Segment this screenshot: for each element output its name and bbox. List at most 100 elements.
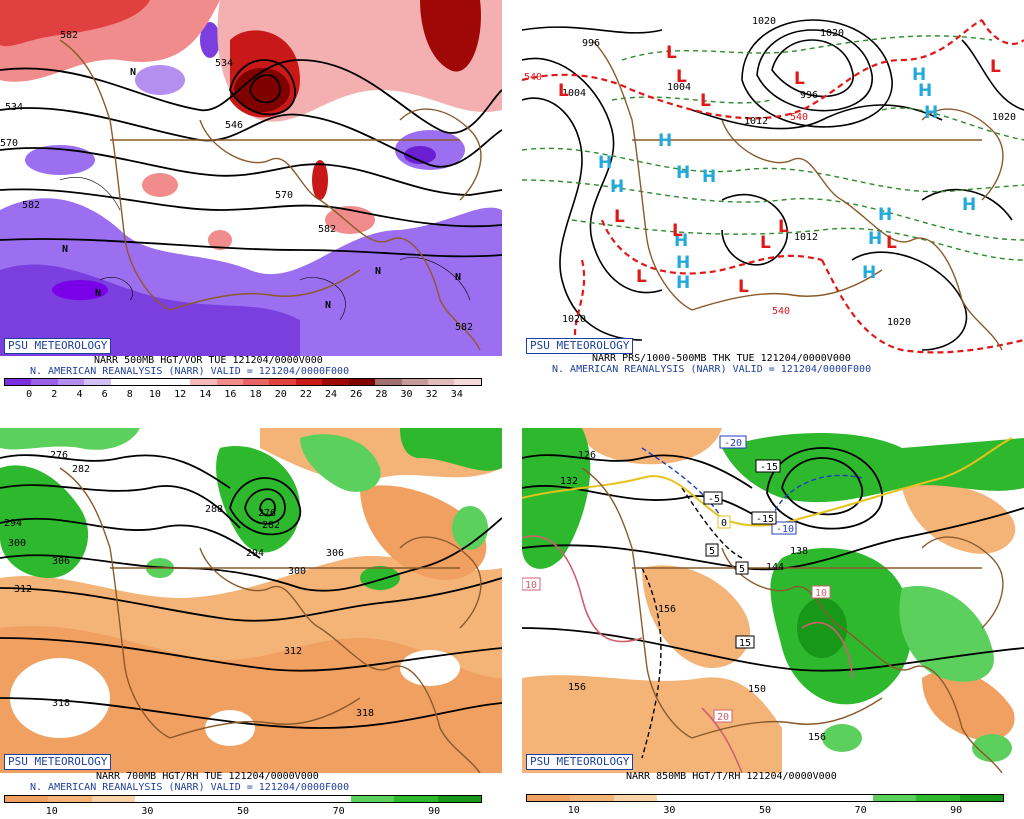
high-pressure-symbol: H <box>702 167 716 187</box>
panel-caption-valid: N. AMERICAN REANALYSIS (NARR) VALID = 12… <box>30 782 350 793</box>
high-pressure-symbol: H <box>912 65 926 85</box>
vort-min-symbol: N <box>62 244 68 255</box>
colorbar-tick-label: 90 <box>428 806 441 817</box>
contour-label: 534 <box>215 58 233 69</box>
colorbar-tick-label: 22 <box>299 389 312 400</box>
svg-text:15: 15 <box>739 638 751 649</box>
colorbar-swatch <box>221 796 265 802</box>
high-pressure-symbol: H <box>610 177 624 197</box>
colorbar-swatch <box>190 379 217 385</box>
vort-min-symbol: N <box>95 288 101 299</box>
high-pressure-symbol: H <box>862 263 876 283</box>
low-pressure-symbol: L <box>700 91 711 111</box>
panel-caption: NARR PRS/1000-500MB THK TUE 121204/0000V… <box>592 353 851 364</box>
colorbar-swatch <box>264 796 308 802</box>
contour-label: 156 <box>658 604 676 615</box>
svg-text:-15: -15 <box>760 462 778 473</box>
panel-850mb-temp-rh: 126 132 138 144 150 156 156 156 -20 -15 … <box>522 428 1024 819</box>
colorbar-tick-label: 16 <box>224 389 237 400</box>
svg-text:20: 20 <box>717 712 729 723</box>
colorbar-swatch <box>178 796 222 802</box>
svg-text:-15: -15 <box>756 514 774 525</box>
isobar-label: 1004 <box>667 82 691 93</box>
low-pressure-symbol: L <box>738 277 749 297</box>
temp-label: 10 <box>811 585 831 599</box>
colorbar-swatch <box>916 795 960 801</box>
contour-label: 582 <box>455 322 473 333</box>
colorbar-swatch <box>375 379 402 385</box>
svg-text:10: 10 <box>815 588 827 599</box>
svg-text:-10: -10 <box>776 524 794 535</box>
contour-label: 150 <box>748 684 766 695</box>
colorbar-tick-label: 34 <box>450 389 463 400</box>
low-pressure-symbol: L <box>990 57 1001 77</box>
svg-text:-5: -5 <box>708 494 720 505</box>
colorbar-tick-label: 50 <box>236 806 250 817</box>
colorbar-swatch <box>137 379 164 385</box>
low-pressure-symbol: L <box>886 233 897 253</box>
isobar-label: 1012 <box>794 232 818 243</box>
colorbar-rh <box>526 794 1004 802</box>
svg-text:10: 10 <box>525 580 537 591</box>
contour-label: 276 <box>258 508 276 519</box>
brand-label: PSU METEOROLOGY <box>4 338 112 354</box>
contour-label: 318 <box>52 698 70 709</box>
temp-label: 20 <box>713 709 733 723</box>
contour-label: 156 <box>568 682 586 693</box>
colorbar-swatch <box>700 795 744 801</box>
thickness-label: 540 <box>790 112 808 123</box>
colorbar-tick-label: 18 <box>249 389 262 400</box>
svg-text:-20: -20 <box>724 438 742 449</box>
thickness-label: 540 <box>524 72 542 83</box>
contour-label: 306 <box>326 548 344 559</box>
colorbar-tick-label: 0 <box>26 389 33 400</box>
high-pressure-symbol: H <box>878 205 892 225</box>
high-pressure-symbol: H <box>676 163 690 183</box>
colorbar-swatch <box>269 379 296 385</box>
contour-label: 570 <box>275 190 293 201</box>
colorbar-ticks: 0 2 4 6 8 10 12 14 16 18 20 22 24 26 28 30 32 34 <box>4 389 482 401</box>
low-pressure-symbol: L <box>672 221 683 241</box>
contour-label: 144 <box>766 562 784 573</box>
colorbar-tick-label: 90 <box>950 805 963 816</box>
isobar-label: 1012 <box>744 116 768 127</box>
colorbar-swatch <box>570 795 614 801</box>
map-surface-pressure: 996 1004 1012 1020 1020 996 1004 1012 10… <box>522 0 1024 356</box>
colorbar-swatch <box>295 379 323 385</box>
temp-label: 0 <box>717 515 731 529</box>
colorbar-swatch <box>5 796 49 802</box>
low-pressure-symbol: L <box>760 233 771 253</box>
temp-label: -5 <box>703 491 723 505</box>
contour-label: 582 <box>60 30 78 41</box>
panel-caption: NARR 850MB HGT/T/RH 121204/0000V000 <box>626 771 837 782</box>
contour-label: 294 <box>4 518 22 529</box>
isobar-label: 996 <box>800 90 818 101</box>
colorbar-tick-label: 12 <box>174 389 187 400</box>
colorbar-swatch <box>91 796 135 802</box>
colorbar-swatch <box>527 795 571 801</box>
isobar-label: 1020 <box>562 314 586 325</box>
colorbar-tick-label: 4 <box>76 389 83 400</box>
colorbar-swatch <box>786 795 830 801</box>
colorbar-tick-label: 10 <box>567 805 580 816</box>
low-pressure-symbol: L <box>636 267 647 287</box>
temp-label: -10 <box>771 521 797 535</box>
colorbar-swatch <box>134 796 179 802</box>
colorbar-tick-label: 70 <box>854 805 867 816</box>
high-pressure-symbol: H <box>676 273 690 293</box>
colorbar-swatch <box>454 379 481 385</box>
isobar-label: 1004 <box>562 88 586 99</box>
contour-label: 306 <box>52 556 70 567</box>
colorbar-tick-label: 6 <box>101 389 108 400</box>
vort-min-symbol: N <box>325 300 331 311</box>
map-850mb-temp-rh: 126 132 138 144 150 156 156 156 -20 -15 … <box>522 428 1024 773</box>
contour-label: 288 <box>205 504 223 515</box>
contour-label: 156 <box>808 732 826 743</box>
colorbar-ticks: 10 30 50 70 90 <box>526 805 1004 817</box>
colorbar-tick-label: 10 <box>148 389 161 400</box>
isobar-label: 1020 <box>887 317 911 328</box>
colorbar-tick-label: 2 <box>51 389 58 400</box>
isobar-label: 1020 <box>992 112 1016 123</box>
colorbar-swatch <box>401 379 428 385</box>
colorbar-swatch <box>656 795 701 801</box>
